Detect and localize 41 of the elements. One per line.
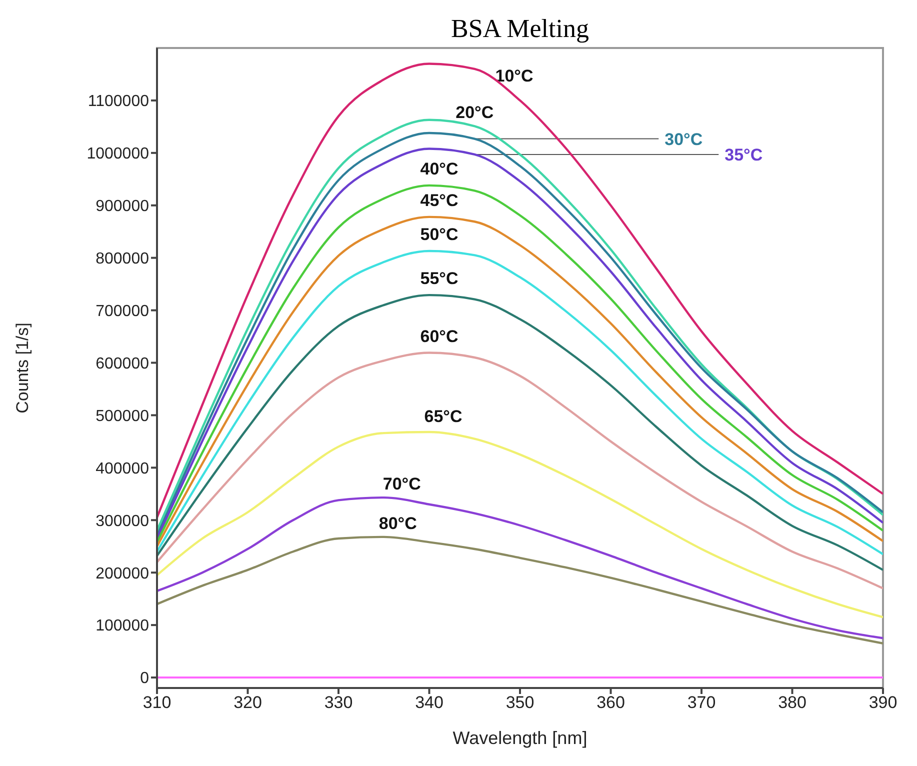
series-label: 45°C (420, 190, 458, 210)
x-tick-label: 370 (687, 693, 716, 712)
x-tick-label: 350 (506, 693, 534, 712)
series-label: 10°C (495, 66, 534, 86)
y-tick-label: 700000 (96, 302, 150, 320)
y-tick-label: 600000 (96, 355, 150, 372)
x-axis-title: Wavelength [nm] (452, 728, 588, 748)
x-tick-label: 340 (415, 693, 444, 712)
y-tick-label: 500000 (96, 408, 150, 425)
y-tick-label: 0 (140, 670, 150, 688)
y-axis-title: Counts [1/s] (13, 322, 32, 414)
y-tick-label: 100000 (96, 618, 150, 635)
x-tick-label: 310 (142, 693, 172, 712)
y-tick-label: 800000 (96, 250, 150, 268)
line-series (157, 294, 883, 572)
series-label: 60°C (420, 326, 458, 346)
series-label: 80°C (378, 514, 417, 533)
line-series (157, 352, 883, 590)
chart-title: BSA Melting (450, 14, 590, 44)
line-series (157, 496, 883, 640)
line-series (157, 536, 883, 645)
x-tick-label: 360 (596, 693, 625, 712)
y-tick-label: 200000 (96, 565, 150, 582)
series-label: 70°C (382, 474, 421, 494)
y-tick-label: 1000000 (86, 146, 150, 163)
x-tick-label: 320 (234, 693, 262, 712)
text: 35°C (724, 145, 763, 164)
series-label: 55°C (420, 269, 458, 288)
series-label: 50°C (420, 225, 458, 244)
series-label: 40°C (420, 159, 458, 178)
line-series (157, 430, 883, 618)
x-tick-label: 380 (778, 693, 806, 712)
series-label: 65°C (424, 407, 462, 426)
y-tick-label: 900000 (96, 198, 150, 216)
series-label: 20°C (456, 103, 494, 122)
x-tick-label: 390 (868, 693, 898, 712)
y-tick-label: 1100000 (88, 93, 150, 110)
y-tick-label: 400000 (96, 460, 150, 478)
text: 30°C (664, 130, 703, 149)
y-tick-label: 300000 (96, 512, 150, 530)
x-tick-label: 330 (324, 693, 353, 712)
